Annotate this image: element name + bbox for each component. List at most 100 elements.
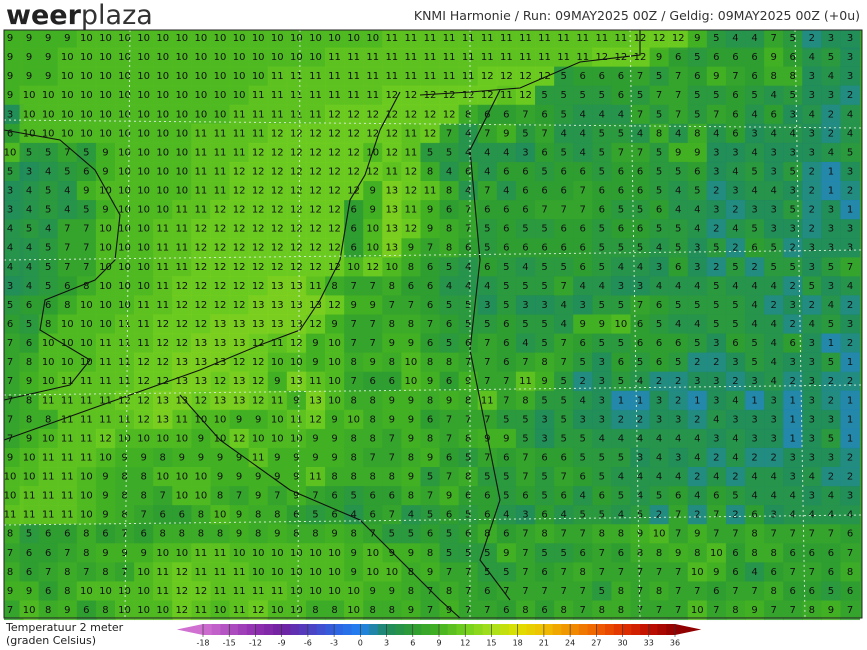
temperature-value: 12 (156, 319, 169, 330)
temperature-cell (267, 161, 288, 182)
temperature-value: 7 (83, 567, 89, 578)
temperature-cell (363, 219, 383, 239)
temperature-value: 3 (847, 33, 853, 44)
temperature-cell (38, 257, 59, 277)
temperature-cell (764, 66, 784, 87)
temperature-value: 9 (274, 376, 280, 387)
temperature-value: 9 (140, 452, 146, 463)
temperature-value: 10 (290, 548, 303, 559)
temperature-cell (325, 85, 345, 106)
temperature-value: 5 (560, 548, 566, 559)
temperature-cell (668, 200, 689, 220)
temperature-cell (439, 123, 460, 144)
temperature-cell (19, 219, 40, 239)
temperature-value: 3 (809, 128, 815, 139)
temperature-value: 7 (675, 71, 681, 82)
colorbar-segment (491, 624, 501, 635)
temperature-value: 6 (503, 224, 509, 235)
temperature-value: 12 (175, 586, 188, 597)
temperature-value: 4 (713, 472, 719, 483)
temperature-cell (38, 30, 59, 50)
temperature-cell (344, 276, 364, 296)
temperature-value: 1 (847, 395, 853, 406)
temperature-cell (687, 66, 708, 87)
temperature-cell (325, 238, 345, 258)
temperature-cell (4, 85, 24, 106)
temperature-value: 10 (118, 90, 131, 101)
temperature-cell (725, 66, 746, 87)
temperature-value: 7 (522, 472, 528, 483)
temperature-cell (267, 30, 288, 50)
temperature-cell (687, 257, 708, 277)
temperature-value: 5 (618, 376, 624, 387)
temperature-value: 10 (118, 186, 131, 197)
temperature-cell (573, 200, 593, 220)
temperature-value: 3 (656, 414, 662, 425)
temperature-value: 10 (347, 414, 360, 425)
temperature-cell (401, 85, 421, 106)
temperature-value: 3 (732, 357, 738, 368)
temperature-value: 10 (347, 262, 360, 273)
temperature-value: 9 (198, 433, 204, 444)
temperature-cell (535, 238, 555, 258)
temperature-value: 10 (99, 224, 112, 235)
temperature-value: 10 (80, 491, 93, 502)
colorbar-segment (543, 624, 554, 635)
temperature-cell (611, 104, 631, 125)
temperature-cell (821, 161, 841, 182)
temperature-cell (745, 30, 765, 50)
temperature-cell (706, 295, 727, 315)
temperature-value: 10 (156, 605, 169, 616)
temperature-value: 5 (45, 186, 51, 197)
temperature-value: 11 (42, 452, 55, 463)
temperature-cell (267, 181, 288, 201)
temperature-value: 12 (519, 71, 532, 82)
temperature-cell (515, 276, 536, 296)
temperature-value: 11 (271, 109, 284, 120)
temperature-value: 6 (790, 52, 796, 63)
temperature-cell (57, 333, 78, 354)
temperature-value: 9 (770, 52, 776, 63)
temperature-cell (706, 30, 727, 50)
temperature-value: 7 (7, 357, 13, 368)
temperature-cell (420, 104, 441, 125)
temperature-cell (725, 123, 746, 144)
temperature-value: 7 (427, 605, 433, 616)
temperature-cell (172, 66, 192, 87)
temperature-cell (630, 181, 651, 201)
temperature-value: 10 (175, 548, 188, 559)
temperature-value: 5 (713, 300, 719, 311)
temperature-value: 3 (656, 262, 662, 273)
temperature-cell (783, 257, 803, 277)
temperature-value: 6 (560, 243, 566, 254)
temperature-value: 3 (713, 205, 719, 216)
temperature-cell (382, 66, 402, 87)
temperature-value: 9 (255, 472, 261, 483)
temperature-cell (57, 181, 78, 201)
temperature-value: 10 (347, 605, 360, 616)
colorbar-segment (237, 624, 248, 635)
temperature-value: 10 (214, 71, 227, 82)
temperature-value: 3 (809, 243, 815, 254)
temperature-value: 6 (350, 224, 356, 235)
temperature-value: 3 (541, 433, 547, 444)
temperature-value: 11 (42, 472, 55, 483)
temperature-cell (210, 200, 231, 220)
colorbar-tick-label: 27 (591, 639, 601, 648)
temperature-value: 10 (710, 548, 723, 559)
temperature-cell (515, 257, 536, 277)
temperature-value: 4 (732, 166, 738, 177)
temperature-cell (439, 238, 460, 258)
temperature-cell (95, 333, 116, 354)
temperature-cell (668, 161, 689, 182)
temperature-cell (554, 47, 574, 68)
colorbar-segment (264, 624, 274, 635)
temperature-cell (687, 47, 708, 68)
temperature-cell (592, 66, 612, 87)
temperature-value: 4 (618, 510, 624, 521)
temperature-cell (210, 30, 231, 50)
temperature-value: 7 (484, 128, 490, 139)
temperature-value: 9 (446, 491, 452, 502)
temperature-value: 10 (80, 319, 93, 330)
temperature-value: 10 (175, 33, 188, 44)
